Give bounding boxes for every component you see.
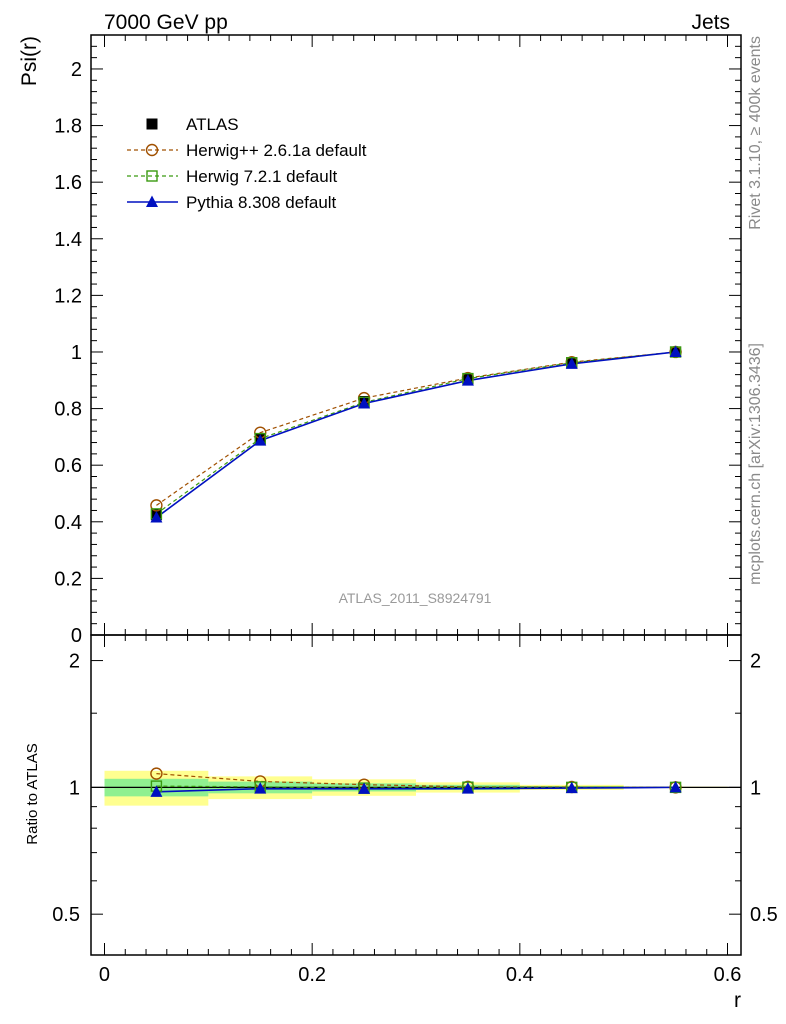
watermark: ATLAS_2011_S8924791 [339, 590, 492, 606]
ratio-ytick-label-left: 2 [69, 651, 80, 673]
ratio-point-pythia [358, 782, 371, 794]
ratio-point-pythia [254, 782, 267, 794]
ratio-point-pythia [461, 782, 474, 794]
side-label-top: Rivet 3.1.10, ≥ 400k events [747, 36, 764, 230]
main-ytick-label: 2 [71, 59, 82, 81]
ratio-line-herwig7 [156, 785, 676, 789]
ratio-ytick-label-right: 2 [750, 651, 761, 673]
legend-label-herwig7: Herwig 7.2.1 default [186, 167, 337, 186]
legend-label-herwigpp: Herwig++ 2.6.1a default [186, 141, 367, 160]
main-panel: 0 0.2 0.4 0.6 0.8 1 1.2 1.4 1.6 1.8 2 [54, 34, 742, 647]
legend-label-atlas: ATLAS [186, 115, 239, 134]
legend-label-pythia: Pythia 8.308 default [186, 193, 337, 212]
main-point-pythia [254, 434, 267, 446]
main-ytick-label: 0.2 [54, 568, 82, 590]
xlabel: r [734, 989, 741, 1012]
main-point-pythia [150, 511, 163, 523]
ratio-point-pythia [150, 785, 163, 797]
ratio-point-pythia [669, 780, 682, 793]
main-point-pythia [461, 374, 474, 386]
legend: ATLAS Herwig++ 2.6.1a default Herwig 7.2… [127, 115, 367, 212]
main-ytick-label: 0 [71, 625, 82, 647]
main-ytick-label: 1 [71, 342, 82, 364]
ratio-line-herwigpp [156, 773, 676, 788]
main-ylabel: Psi(r) [18, 36, 41, 86]
ratio-ytick-label-left: 0.5 [52, 904, 80, 926]
xtick-label: 0.2 [298, 964, 326, 986]
legend-marker-pythia [146, 195, 158, 207]
ratio-ytick-label-right: 0.5 [750, 904, 778, 926]
ratio-point-pythia [565, 781, 578, 794]
main-point-herwigpp [150, 499, 163, 512]
header-right: Jets [691, 11, 730, 34]
main-point-pythia [565, 357, 578, 369]
main-point-pythia [669, 345, 682, 357]
ratio-point-herwigpp [150, 767, 163, 780]
xtick-label: 0 [99, 964, 110, 986]
ratio-ylabel: Ratio to ATLAS [24, 743, 41, 844]
main-ytick-label: 1.4 [54, 229, 82, 251]
header-left: 7000 GeV pp [104, 11, 228, 34]
main-ytick-label: 1.6 [54, 172, 82, 194]
ratio-line-pythia [156, 786, 676, 793]
main-line-herwig7 [156, 351, 676, 515]
main-point-pythia [358, 396, 371, 409]
side-label-bottom: mcplots.cern.ch [arXiv:1306.3436] [747, 343, 764, 585]
ratio-ytick-label-left: 1 [69, 777, 80, 799]
main-ytick-label: 0.6 [54, 455, 82, 477]
main-ytick-label: 0.8 [54, 399, 82, 421]
main-ytick-label: 0.4 [54, 512, 82, 534]
xtick-label: 0.4 [506, 964, 534, 986]
legend-marker-herwigpp [145, 143, 159, 157]
ratio-ytick-label-right: 1 [750, 777, 761, 799]
main-line-pythia [155, 351, 676, 519]
legend-marker-data [146, 118, 158, 130]
main-ytick-label: 1.2 [54, 285, 82, 307]
legend-marker-herwig7 [146, 170, 158, 182]
ratio-panel: 0 0.2 0.4 0.6 0.5 0.5 1 1 2 2 [52, 634, 778, 986]
main-line-herwigpp [156, 351, 676, 506]
legend-markers [127, 118, 178, 207]
main-ytick-label: 1.8 [54, 116, 82, 138]
xtick-label: 0.6 [714, 964, 742, 986]
